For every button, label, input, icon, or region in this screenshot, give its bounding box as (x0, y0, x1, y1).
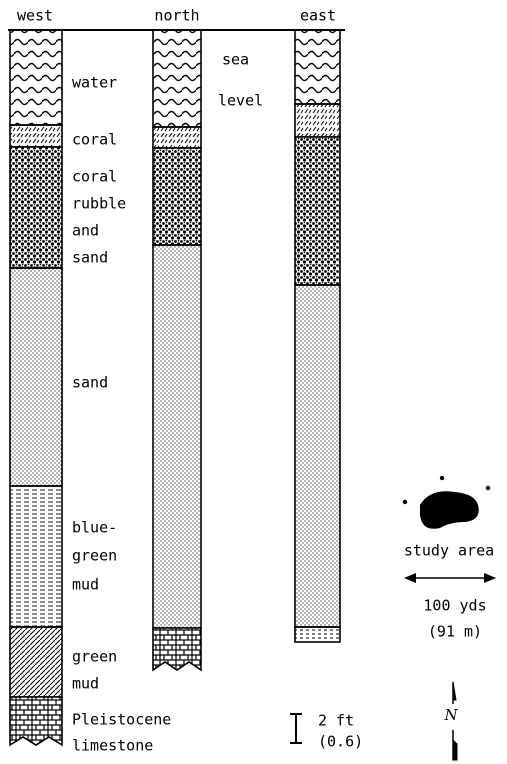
dot (402, 499, 408, 505)
layer (152, 126, 202, 149)
layer-label: green (72, 648, 117, 666)
column-header: east (300, 7, 336, 25)
column-header: west (17, 7, 53, 25)
layer-label: green (72, 547, 117, 565)
sea-level-label: sea (222, 51, 249, 69)
layer-label: mud (72, 675, 99, 693)
layer (152, 244, 202, 629)
sea-level-label: level (218, 92, 263, 110)
dot (485, 485, 491, 491)
scale-label: (0.6) (318, 733, 363, 751)
layer-label: blue- (72, 519, 117, 537)
layer (9, 146, 63, 269)
layer (152, 29, 202, 128)
layer-label: sand (72, 249, 108, 267)
layer-label: rubble (72, 195, 126, 213)
north-label: N (443, 706, 458, 724)
layer-label: and (72, 222, 99, 240)
layer (294, 136, 341, 286)
layer (9, 267, 63, 487)
layer (294, 626, 341, 643)
distance-label: (91 m) (428, 623, 482, 641)
layer (294, 284, 341, 628)
study-area-shape (420, 491, 479, 529)
distance-arrow (404, 573, 496, 583)
layer-label: sand (72, 374, 108, 392)
layer (9, 485, 63, 628)
layer-label: limestone (72, 737, 153, 755)
layer (294, 103, 341, 138)
layer-label: Pleistocene (72, 711, 171, 729)
layer (152, 147, 202, 246)
layer-label: water (72, 74, 117, 92)
columns (9, 29, 341, 747)
layer (294, 29, 341, 105)
layer (9, 124, 63, 148)
dot (439, 475, 445, 481)
layer (152, 627, 202, 672)
layer-label: coral (72, 131, 117, 149)
distance-label: 100 yds (423, 597, 486, 615)
layer-label: mud (72, 576, 99, 594)
layer-label: coral (72, 168, 117, 186)
column-header: north (154, 7, 199, 25)
layer (9, 696, 63, 747)
north-arrow (452, 681, 458, 761)
layer (9, 626, 63, 698)
study-area-label: study area (404, 542, 494, 560)
layer (9, 29, 63, 126)
scale-bar (290, 713, 302, 744)
scale-label: 2 ft (318, 712, 354, 730)
